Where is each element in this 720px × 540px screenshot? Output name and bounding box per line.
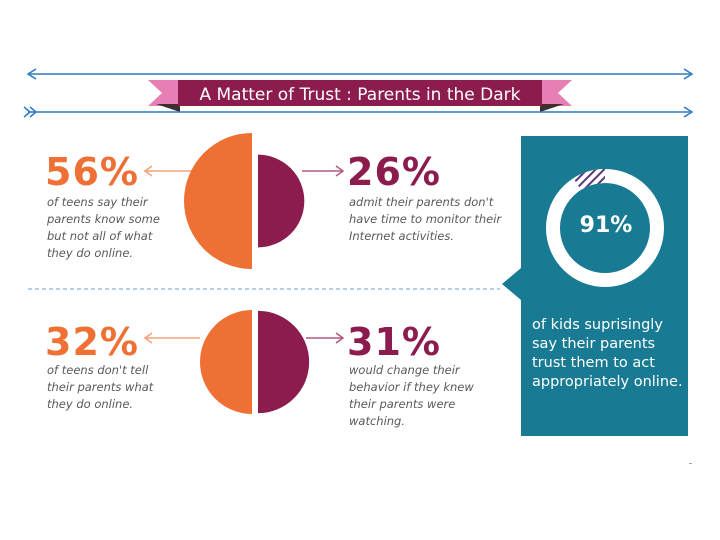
stat-32-value: 32% bbox=[45, 320, 139, 364]
row1-right-arrow bbox=[302, 165, 345, 177]
row1-left-arrow bbox=[143, 165, 196, 177]
pie1-left-half bbox=[184, 133, 252, 269]
stat-91-caption: of kids suprisingly say their parents tr… bbox=[532, 317, 683, 390]
title-banner bbox=[148, 80, 572, 112]
stat-26-caption: admit their parents don't have time to m… bbox=[349, 195, 502, 243]
stat-32-caption: of teens don't tell their parents what t… bbox=[47, 363, 154, 411]
pie2-right-half bbox=[258, 310, 310, 414]
footer-mark bbox=[689, 463, 692, 464]
pie2-left-half bbox=[200, 310, 252, 414]
stat-56-caption: of teens say their parents know some but… bbox=[47, 195, 160, 260]
stat-56-value: 56% bbox=[45, 150, 139, 194]
stat-26-value: 26% bbox=[347, 150, 441, 194]
row2-right-arrow bbox=[306, 332, 345, 344]
second-rule-arrow bbox=[23, 106, 694, 118]
donut-gap-segment bbox=[573, 168, 605, 191]
top-rule-arrow bbox=[26, 68, 694, 80]
stat-31-caption: would change their behavior if they knew… bbox=[349, 363, 474, 428]
pie1-right-half bbox=[258, 154, 305, 248]
row2-left-arrow bbox=[143, 332, 200, 344]
page-title: A Matter of Trust : Parents in the Dark bbox=[199, 85, 521, 105]
stat-31-value: 31% bbox=[347, 320, 441, 364]
stat-91-value: 91% bbox=[579, 213, 633, 238]
